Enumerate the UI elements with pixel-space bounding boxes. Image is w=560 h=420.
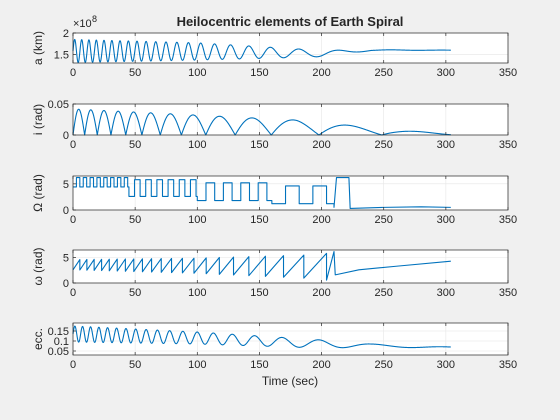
x-axis-label: Time (sec) xyxy=(262,374,318,388)
x-tick-label: 50 xyxy=(129,359,141,371)
y-axis-label: ω (rad) xyxy=(31,247,45,285)
subplot-1: 0 50 100 150 200 250 300 350 1.5 2 a (km) ×10 8 xyxy=(31,14,517,79)
axes-background xyxy=(73,323,508,355)
axes-box xyxy=(72,32,509,64)
x-tick-label: 50 xyxy=(129,287,141,299)
y-tick-label: 0.05 xyxy=(48,346,69,358)
y-tick-label: 0 xyxy=(63,130,69,142)
y-exponent-power: 8 xyxy=(92,14,97,24)
x-tick-label: 350 xyxy=(499,214,517,226)
series-line xyxy=(72,250,451,281)
x-tick-label: 100 xyxy=(188,214,206,226)
x-tick-label: 0 xyxy=(70,67,76,79)
axes-box xyxy=(72,175,509,211)
x-tick-label: 200 xyxy=(312,67,330,79)
x-tick-label: 200 xyxy=(312,287,330,299)
x-tick-label: 100 xyxy=(188,67,206,79)
y-axis-label: i (rad) xyxy=(31,104,45,135)
x-tick-label: 350 xyxy=(499,287,517,299)
x-tick-label: 250 xyxy=(375,359,393,371)
y-tick-label: 2 xyxy=(63,28,69,40)
series-line xyxy=(72,108,452,136)
y-tick-label: 0 xyxy=(63,205,69,217)
y-tick-label: 0.05 xyxy=(48,99,69,111)
x-tick-label: 300 xyxy=(437,67,455,79)
x-tick-label: 50 xyxy=(129,214,141,226)
y-tick-label: 5 xyxy=(63,253,69,265)
y-axis-label: a (km) xyxy=(31,31,45,65)
x-tick-label: 200 xyxy=(312,139,330,151)
series-line xyxy=(73,177,451,209)
x-tick-label: 350 xyxy=(499,139,517,151)
axes-box xyxy=(72,103,509,136)
y-tick-label: 5 xyxy=(63,179,69,191)
axes-box xyxy=(72,322,509,356)
y-axis-label: Ω (rad) xyxy=(31,174,45,212)
x-tick-label: 250 xyxy=(375,67,393,79)
x-tick-label: 350 xyxy=(499,67,517,79)
axes-background xyxy=(73,250,508,283)
y-tick-label: 0 xyxy=(63,278,69,290)
axes-background xyxy=(73,33,508,63)
axes-background xyxy=(73,176,508,210)
x-tick-label: 250 xyxy=(375,287,393,299)
x-tick-label: 150 xyxy=(250,67,268,79)
y-tick-label: 0.15 xyxy=(48,326,69,338)
subplot-2: 0 50 100 150 200 250 300 350 0 0.05i (rad) xyxy=(31,99,517,151)
subplot-4: 0 50 100 150 200 250 300 350 0 5 ω (rad) xyxy=(31,247,517,299)
y-exponent-label: ×10 xyxy=(73,18,92,30)
y-tick-label: 0.1 xyxy=(54,336,69,348)
x-tick-label: 200 xyxy=(312,359,330,371)
x-tick-label: 250 xyxy=(375,139,393,151)
x-tick-label: 300 xyxy=(437,359,455,371)
subplot-3: 0 50 100 150 200 250 300 350 0 5 Ω (rad) xyxy=(31,174,517,226)
x-tick-label: 250 xyxy=(375,214,393,226)
x-tick-label: 0 xyxy=(70,214,76,226)
x-tick-label: 100 xyxy=(188,359,206,371)
x-tick-label: 50 xyxy=(129,139,141,151)
x-tick-label: 300 xyxy=(437,287,455,299)
x-tick-label: 300 xyxy=(437,139,455,151)
x-tick-label: 50 xyxy=(129,67,141,79)
x-tick-label: 0 xyxy=(70,359,76,371)
axes-box xyxy=(72,249,509,284)
y-axis-label: ecc. xyxy=(31,328,45,350)
x-tick-label: 350 xyxy=(499,359,517,371)
x-tick-label: 100 xyxy=(188,287,206,299)
x-tick-label: 100 xyxy=(188,139,206,151)
y-tick-label: 1.5 xyxy=(54,49,69,61)
x-tick-label: 150 xyxy=(250,214,268,226)
series-line xyxy=(72,325,452,349)
x-tick-label: 150 xyxy=(250,287,268,299)
figure-title: Heilocentric elements of Earth Spiral xyxy=(177,14,404,29)
x-tick-label: 150 xyxy=(250,139,268,151)
series-line xyxy=(72,38,452,64)
x-tick-label: 300 xyxy=(437,214,455,226)
axes-background xyxy=(73,104,508,135)
x-tick-label: 0 xyxy=(70,287,76,299)
x-tick-label: 0 xyxy=(70,139,76,151)
x-tick-label: 200 xyxy=(312,214,330,226)
x-tick-label: 150 xyxy=(250,359,268,371)
